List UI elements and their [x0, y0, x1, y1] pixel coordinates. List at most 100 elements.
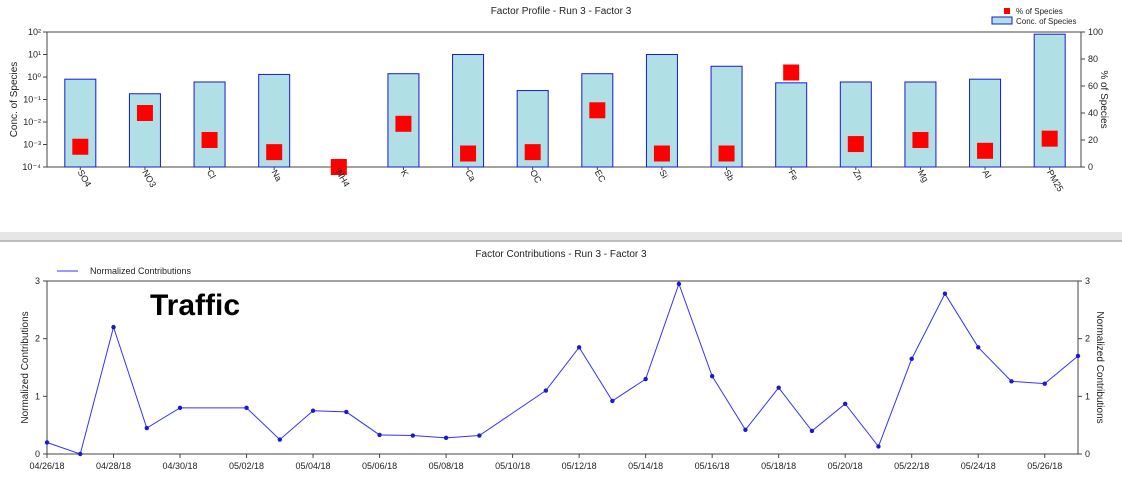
y-tick-label: 0	[35, 449, 40, 459]
contributions-chart-title: Factor Contributions - Run 3 - Factor 3	[475, 249, 647, 260]
y-tick-label: 10¹	[28, 50, 41, 60]
data-point-05/09/18	[477, 433, 482, 438]
plot-area	[46, 280, 1079, 455]
x-tick-label: NO3	[140, 168, 158, 189]
legend-bar-label: Conc. of Species	[1016, 17, 1076, 26]
data-point-05/18/18	[776, 385, 781, 390]
x-tick-label: Mg	[916, 168, 931, 184]
bar-Fe	[775, 82, 808, 168]
bar-Mg	[904, 81, 937, 168]
y-tick-label: 10²	[28, 27, 41, 37]
y2-tick-label: 40	[1088, 108, 1098, 118]
data-point-05/17/18	[743, 427, 748, 432]
data-point-05/13/18	[610, 398, 615, 404]
y-tick-label: 1	[35, 391, 40, 401]
marker-Sb	[718, 145, 735, 162]
y-tick-label: 10⁻⁴	[22, 162, 41, 172]
x-tick-label: 05/26/18	[1027, 461, 1062, 471]
contribution-line	[46, 282, 1079, 455]
x-tick-label: Ca	[463, 168, 477, 183]
x-tick-label: 04/28/18	[96, 461, 131, 471]
y-axis-label: Conc. of Species	[9, 62, 20, 138]
x-tick-label: 05/12/18	[562, 461, 597, 471]
data-point-05/12/18	[576, 345, 582, 350]
x-tick-label: 05/14/18	[628, 461, 663, 471]
data-point-05/06/18	[377, 432, 382, 438]
data-point-05/26/18	[1042, 381, 1047, 386]
y2-axis-label: % of Species	[1098, 70, 1109, 128]
factor-contributions-chart: 0 0 1 1 2 2 3 3 Normalized Contributions Normaliz…	[20, 266, 1105, 471]
x-tick-label: K	[399, 168, 411, 178]
x-tick-label: EC	[593, 168, 608, 184]
marker-SO4	[72, 138, 89, 155]
factor-profile-panel: Factor Profile - Run 3 - Factor 3 10⁻⁴ 10…	[0, 0, 1122, 232]
data-point-05/20/18	[842, 401, 848, 407]
y2-tick-label: 0	[1088, 162, 1093, 172]
legend-line-label: Normalized Contributions	[90, 266, 192, 276]
marker-Al	[977, 142, 994, 159]
data-point-05/19/18	[809, 428, 815, 434]
marker-Ca	[460, 145, 477, 162]
marker-Si	[653, 145, 670, 162]
bar-EC	[581, 73, 614, 168]
marker-Mg	[912, 132, 929, 148]
data-point-05/14/18	[643, 376, 648, 382]
factor-contributions-panel: Factor Contributions - Run 3 - Factor 3 …	[0, 242, 1122, 480]
marker-K	[395, 115, 412, 132]
marker-Fe	[783, 64, 800, 81]
traffic-annotation: Traffic	[150, 289, 241, 322]
data-point-05/05/18	[344, 409, 349, 415]
marker-PM25	[1041, 130, 1058, 147]
y2-tick-label: 80	[1088, 54, 1098, 64]
y-axis-label: Normalized Contributions	[20, 311, 31, 423]
x-tick-label: Zn	[851, 168, 865, 182]
data-point-05/21/18	[876, 444, 881, 449]
data-point-05/24/18	[976, 345, 981, 350]
x-tick-label: 05/22/18	[894, 461, 929, 471]
data-point-05/25/18	[1009, 379, 1014, 384]
y-tick-label: 2	[35, 334, 40, 344]
y2-tick-label: 20	[1088, 135, 1098, 145]
x-tick-label: NH4	[334, 168, 352, 189]
bar-PM25	[1033, 33, 1066, 168]
y-tick-label: 10⁻¹	[23, 95, 41, 105]
y-tick-label: 10⁰	[27, 72, 41, 82]
x-tick-label: Na	[269, 168, 283, 183]
data-point-04/27/18	[78, 451, 83, 457]
data-point-05/07/18	[410, 433, 416, 438]
data-point-04/30/18	[177, 405, 183, 411]
x-tick-label: 05/02/18	[229, 461, 264, 471]
marker-OC	[524, 144, 541, 161]
marker-Cl	[201, 132, 218, 148]
marker-Zn	[847, 136, 864, 153]
y-tick-label: 10⁻²	[23, 117, 41, 127]
y2-tick-label: 60	[1088, 81, 1098, 91]
x-tick-label: OC	[528, 168, 544, 185]
x-tick-label: Cl	[205, 168, 218, 180]
x-tick-label: Fe	[786, 168, 800, 182]
bar-Cl	[193, 81, 226, 168]
bar-Zn	[839, 81, 872, 168]
data-point-05/16/18	[709, 373, 715, 379]
x-tick-label: 05/08/18	[429, 461, 464, 471]
y2-tick-label: 100	[1088, 27, 1103, 37]
panel-divider	[0, 232, 1122, 242]
data-point-05/04/18	[310, 408, 316, 413]
marker-EC	[589, 102, 606, 119]
x-tick-label: SO4	[76, 168, 94, 189]
legend-marker-label: % of Species	[1016, 7, 1063, 16]
x-tick-label: 05/18/18	[761, 461, 796, 471]
x-tick-label: 04/26/18	[29, 461, 64, 471]
data-point-05/11/18	[543, 388, 549, 393]
x-tick-label: Si	[657, 168, 670, 180]
y-tick-label: 10⁻³	[23, 140, 41, 150]
x-tick-label: 05/06/18	[362, 461, 397, 471]
y2-tick-label: 1	[1085, 391, 1090, 401]
data-point-05/03/18	[277, 437, 283, 442]
data-point-05/02/18	[244, 405, 249, 411]
x-tick-label: 05/24/18	[961, 461, 996, 471]
x-tick-label: Al	[980, 168, 993, 180]
legend-marker-swatch	[1004, 8, 1010, 14]
y-tick-label: 3	[35, 276, 40, 286]
y2-tick-label: 2	[1085, 334, 1090, 344]
